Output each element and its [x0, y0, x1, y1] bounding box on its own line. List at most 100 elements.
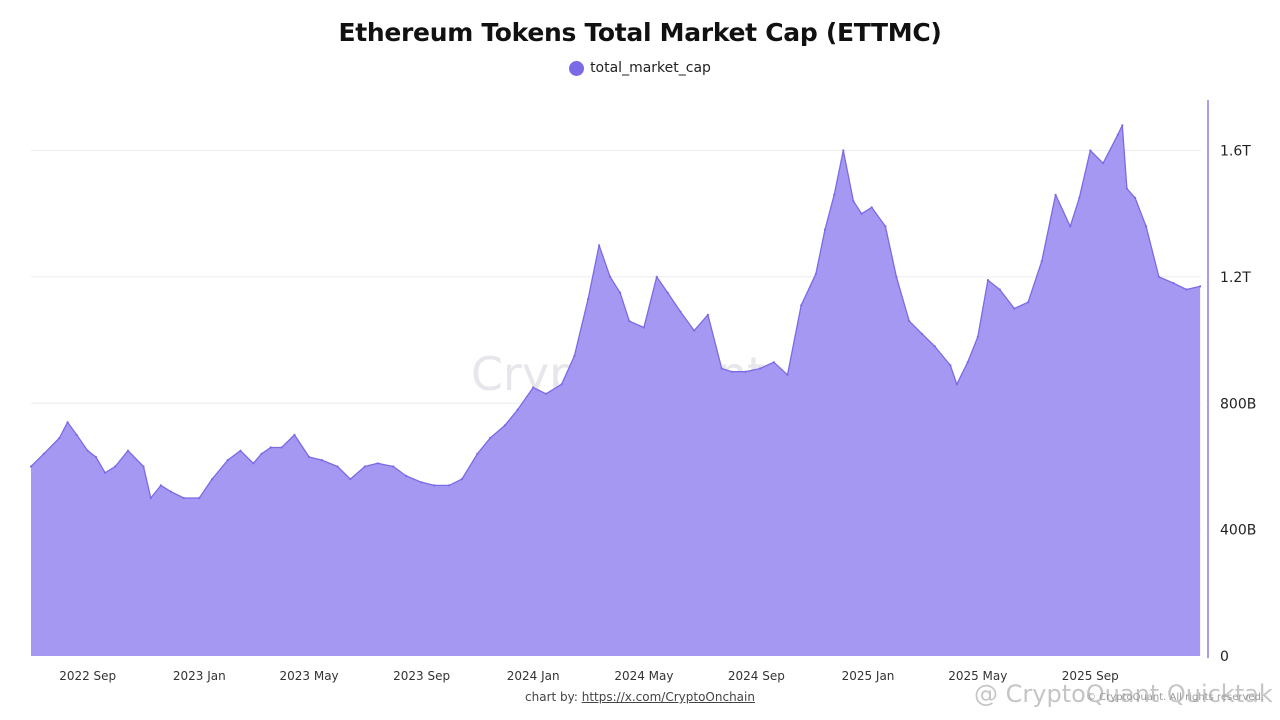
data-point — [126, 449, 130, 452]
data-point — [516, 408, 519, 411]
series-area — [29, 124, 1202, 657]
data-point — [852, 200, 855, 203]
data-point — [860, 212, 863, 215]
data-point — [308, 455, 311, 459]
data-point — [1089, 149, 1092, 152]
data-point — [489, 436, 492, 440]
credit-prefix: chart by: — [525, 690, 582, 704]
data-point — [949, 364, 952, 367]
overlay-watermark: @ CryptoQuant Quicktak... — [974, 680, 1274, 708]
data-point — [1145, 225, 1148, 228]
data-point — [655, 275, 658, 278]
data-point — [476, 452, 479, 455]
data-point — [149, 496, 152, 500]
data-point — [609, 275, 612, 278]
data-point — [336, 465, 339, 468]
x-tick-label: 2023 May — [280, 669, 339, 683]
data-point — [460, 478, 463, 481]
x-tick-label: 2024 Jan — [507, 669, 560, 683]
y-tick-label: 1.2T — [1220, 270, 1251, 286]
data-point — [532, 386, 535, 389]
data-point — [744, 370, 747, 373]
legend[interactable]: total_market_cap — [0, 60, 1280, 76]
data-point — [920, 332, 924, 335]
data-point — [269, 446, 272, 449]
data-point — [159, 484, 162, 487]
data-point — [252, 462, 255, 465]
data-point — [349, 478, 352, 481]
legend-swatch — [569, 60, 585, 76]
data-point — [966, 361, 969, 364]
data-point — [642, 326, 646, 329]
data-point — [142, 465, 145, 468]
data-point — [1157, 275, 1160, 278]
data-point — [759, 367, 762, 370]
legend-label: total_market_cap — [590, 60, 711, 76]
data-point — [998, 288, 1001, 291]
data-point — [679, 310, 682, 313]
data-point — [198, 496, 201, 500]
data-point — [693, 329, 696, 332]
data-point — [706, 313, 710, 316]
data-point — [842, 149, 845, 152]
data-point — [1199, 285, 1202, 288]
data-point — [1185, 288, 1188, 291]
data-point — [104, 471, 107, 474]
y-tick-label: 1.6T — [1220, 144, 1251, 160]
data-point — [720, 367, 723, 370]
x-tick-label: 2025 Sep — [1062, 669, 1119, 683]
data-point — [260, 452, 263, 455]
credit-link[interactable]: https://x.com/CryptoOnchain — [581, 690, 755, 704]
data-point — [573, 354, 576, 357]
data-point — [66, 421, 69, 424]
data-point — [1054, 193, 1057, 196]
copyright-text: © CryptoQuant. All rights reserved. — [1086, 692, 1265, 703]
data-point — [560, 383, 563, 386]
data-point — [1013, 307, 1016, 310]
data-point — [908, 320, 911, 323]
data-point — [587, 297, 590, 301]
data-point — [1078, 196, 1081, 199]
data-point — [280, 446, 283, 449]
data-point — [420, 481, 423, 484]
data-point — [814, 272, 818, 275]
data-point — [58, 436, 61, 440]
x-tick-label: 2025 May — [948, 669, 1007, 683]
data-point — [666, 291, 669, 294]
x-tick-label: 2022 Sep — [59, 669, 116, 683]
y-tick-label: 800B — [1220, 396, 1256, 412]
data-point — [29, 465, 33, 468]
data-point — [619, 291, 622, 294]
x-tick-label: 2024 Sep — [728, 669, 785, 683]
data-point — [628, 320, 631, 323]
data-point — [94, 455, 97, 459]
data-point — [75, 433, 78, 436]
data-point — [320, 459, 323, 462]
data-point — [800, 304, 803, 307]
data-point — [986, 279, 990, 282]
y-tick-label: 400B — [1220, 523, 1256, 539]
data-point — [182, 496, 185, 500]
data-point — [870, 206, 873, 209]
x-tick-label: 2025 Jan — [842, 669, 895, 683]
data-point — [392, 465, 395, 468]
data-point — [895, 275, 898, 278]
data-point — [1069, 225, 1072, 228]
data-point — [42, 452, 45, 455]
data-point — [955, 383, 958, 386]
data-point — [239, 449, 242, 452]
data-point — [884, 225, 887, 228]
chart-title: Ethereum Tokens Total Market Cap (ETTMC) — [338, 18, 942, 47]
data-point — [1125, 187, 1128, 190]
data-point — [933, 345, 936, 348]
y-axis: 0 400B 800B 1.2T 1.6T — [1220, 144, 1256, 665]
data-point — [833, 193, 836, 196]
data-point — [786, 373, 789, 376]
data-point — [1172, 282, 1175, 285]
data-point — [1040, 260, 1043, 263]
chart-credit: chart by: https://x.com/CryptoOnchain — [0, 690, 1280, 704]
data-point — [544, 392, 548, 395]
data-point — [169, 490, 173, 493]
